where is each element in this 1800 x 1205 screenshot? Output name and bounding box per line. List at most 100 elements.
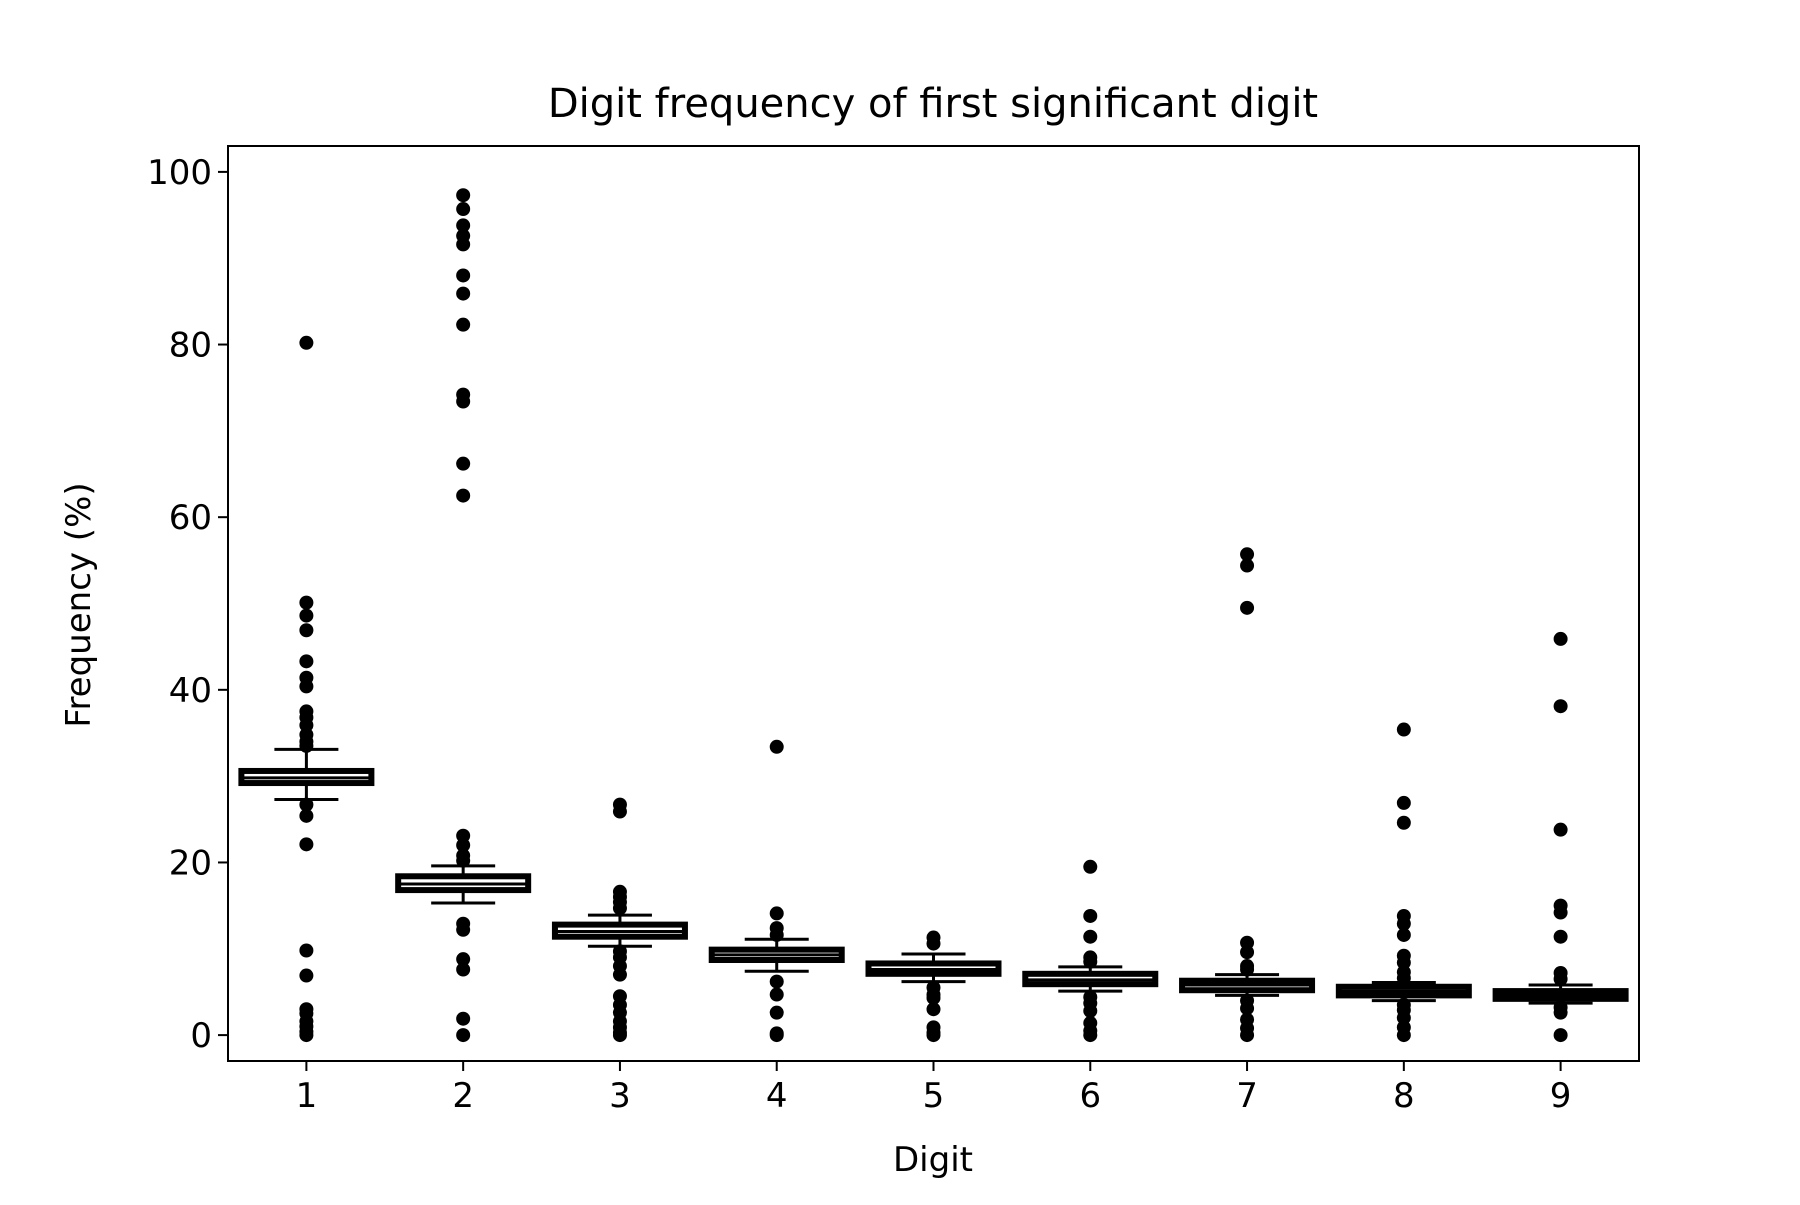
outlier-point bbox=[299, 623, 314, 638]
outlier-point bbox=[926, 1028, 941, 1043]
outlier-point bbox=[456, 853, 471, 868]
box-digit-4 bbox=[708, 739, 845, 1043]
outlier-point bbox=[1240, 945, 1255, 960]
outlier-point bbox=[1240, 1028, 1255, 1043]
outlier-point bbox=[456, 202, 471, 217]
outlier-point bbox=[299, 335, 314, 350]
y-tick-label: 80 bbox=[169, 326, 212, 366]
box-digit-3 bbox=[551, 797, 688, 1043]
outlier-point bbox=[299, 1028, 314, 1043]
outlier-point bbox=[299, 679, 314, 694]
x-tick-label: 9 bbox=[1550, 1076, 1572, 1116]
outlier-point bbox=[456, 1011, 471, 1026]
outlier-point bbox=[456, 922, 471, 937]
outlier-point bbox=[926, 990, 941, 1005]
x-axis-ticks: 1 2 3 4 5 6 7 8 9 bbox=[296, 1061, 1572, 1116]
outlier-point bbox=[456, 188, 471, 203]
x-tick-label: 8 bbox=[1393, 1076, 1415, 1116]
outlier-point bbox=[769, 906, 784, 921]
outlier-point bbox=[612, 901, 627, 916]
outlier-point bbox=[1240, 600, 1255, 615]
box-digit-8 bbox=[1335, 722, 1472, 1043]
outlier-point bbox=[456, 218, 471, 233]
outlier-point bbox=[456, 456, 471, 471]
outlier-point bbox=[456, 488, 471, 503]
y-tick-label: 40 bbox=[169, 671, 212, 711]
outlier-point bbox=[1240, 962, 1255, 977]
box-digit-5 bbox=[865, 930, 1002, 1043]
outlier-point bbox=[1396, 927, 1411, 942]
outlier-point bbox=[769, 739, 784, 754]
y-axis-label: Frequency (%) bbox=[59, 482, 99, 727]
outlier-point bbox=[926, 1002, 941, 1017]
outlier-point bbox=[1083, 954, 1098, 969]
outlier-point bbox=[299, 968, 314, 983]
outlier-point bbox=[1240, 547, 1255, 562]
outlier-point bbox=[612, 804, 627, 819]
x-tick-label: 3 bbox=[609, 1076, 631, 1116]
outlier-point bbox=[769, 1028, 784, 1043]
outlier-point bbox=[1553, 971, 1568, 986]
outlier-point bbox=[1396, 722, 1411, 737]
outlier-point bbox=[299, 808, 314, 823]
y-tick-label: 20 bbox=[169, 843, 212, 883]
outlier-point bbox=[1083, 1028, 1098, 1043]
plot-marks bbox=[238, 188, 1629, 1043]
chart-title: Digit frequency of first significant dig… bbox=[548, 81, 1318, 127]
y-axis-ticks: 0 20 40 60 80 100 bbox=[147, 153, 228, 1056]
outlier-point bbox=[456, 838, 471, 853]
x-tick-label: 4 bbox=[766, 1076, 788, 1116]
outlier-point bbox=[769, 974, 784, 989]
outlier-point bbox=[456, 268, 471, 283]
x-tick-label: 7 bbox=[1236, 1076, 1258, 1116]
outlier-point bbox=[299, 943, 314, 958]
x-tick-label: 5 bbox=[923, 1076, 945, 1116]
outlier-point bbox=[1083, 859, 1098, 874]
outlier-point bbox=[299, 797, 314, 812]
outlier-point bbox=[456, 1028, 471, 1043]
outlier-point bbox=[612, 967, 627, 982]
outlier-point bbox=[1553, 699, 1568, 714]
outlier-point bbox=[1083, 1003, 1098, 1018]
outlier-point bbox=[769, 987, 784, 1002]
box-digit-6 bbox=[1022, 859, 1159, 1043]
outlier-point bbox=[769, 927, 784, 942]
box-digit-9 bbox=[1492, 631, 1629, 1043]
box-digit-2 bbox=[395, 188, 532, 1043]
outlier-point bbox=[456, 317, 471, 332]
outlier-point bbox=[769, 1005, 784, 1020]
outlier-point bbox=[1553, 1005, 1568, 1020]
outlier-point bbox=[456, 394, 471, 409]
outlier-point bbox=[299, 654, 314, 669]
x-tick-label: 2 bbox=[452, 1076, 474, 1116]
outlier-point bbox=[299, 738, 314, 753]
x-tick-label: 6 bbox=[1079, 1076, 1101, 1116]
outlier-point bbox=[299, 608, 314, 623]
outlier-point bbox=[1240, 558, 1255, 573]
outlier-point bbox=[456, 286, 471, 301]
y-tick-label: 100 bbox=[147, 153, 212, 193]
outlier-point bbox=[456, 952, 471, 967]
outlier-point bbox=[1240, 1001, 1255, 1016]
outlier-point bbox=[1553, 929, 1568, 944]
outlier-point bbox=[1553, 1028, 1568, 1043]
y-tick-label: 0 bbox=[190, 1016, 212, 1056]
outlier-point bbox=[1396, 795, 1411, 810]
y-tick-label: 60 bbox=[169, 498, 212, 538]
outlier-point bbox=[926, 936, 941, 951]
outlier-point bbox=[1553, 905, 1568, 920]
outlier-point bbox=[612, 1028, 627, 1043]
x-axis-label: Digit bbox=[893, 1140, 973, 1180]
outlier-point bbox=[1396, 971, 1411, 986]
outlier-point bbox=[456, 962, 471, 977]
plot-area-frame bbox=[227, 145, 1640, 1062]
outlier-point bbox=[299, 595, 314, 610]
outlier-point bbox=[1553, 631, 1568, 646]
outlier-point bbox=[1396, 815, 1411, 830]
box-digit-1 bbox=[238, 335, 375, 1043]
outlier-point bbox=[1396, 916, 1411, 931]
outlier-point bbox=[1083, 908, 1098, 923]
